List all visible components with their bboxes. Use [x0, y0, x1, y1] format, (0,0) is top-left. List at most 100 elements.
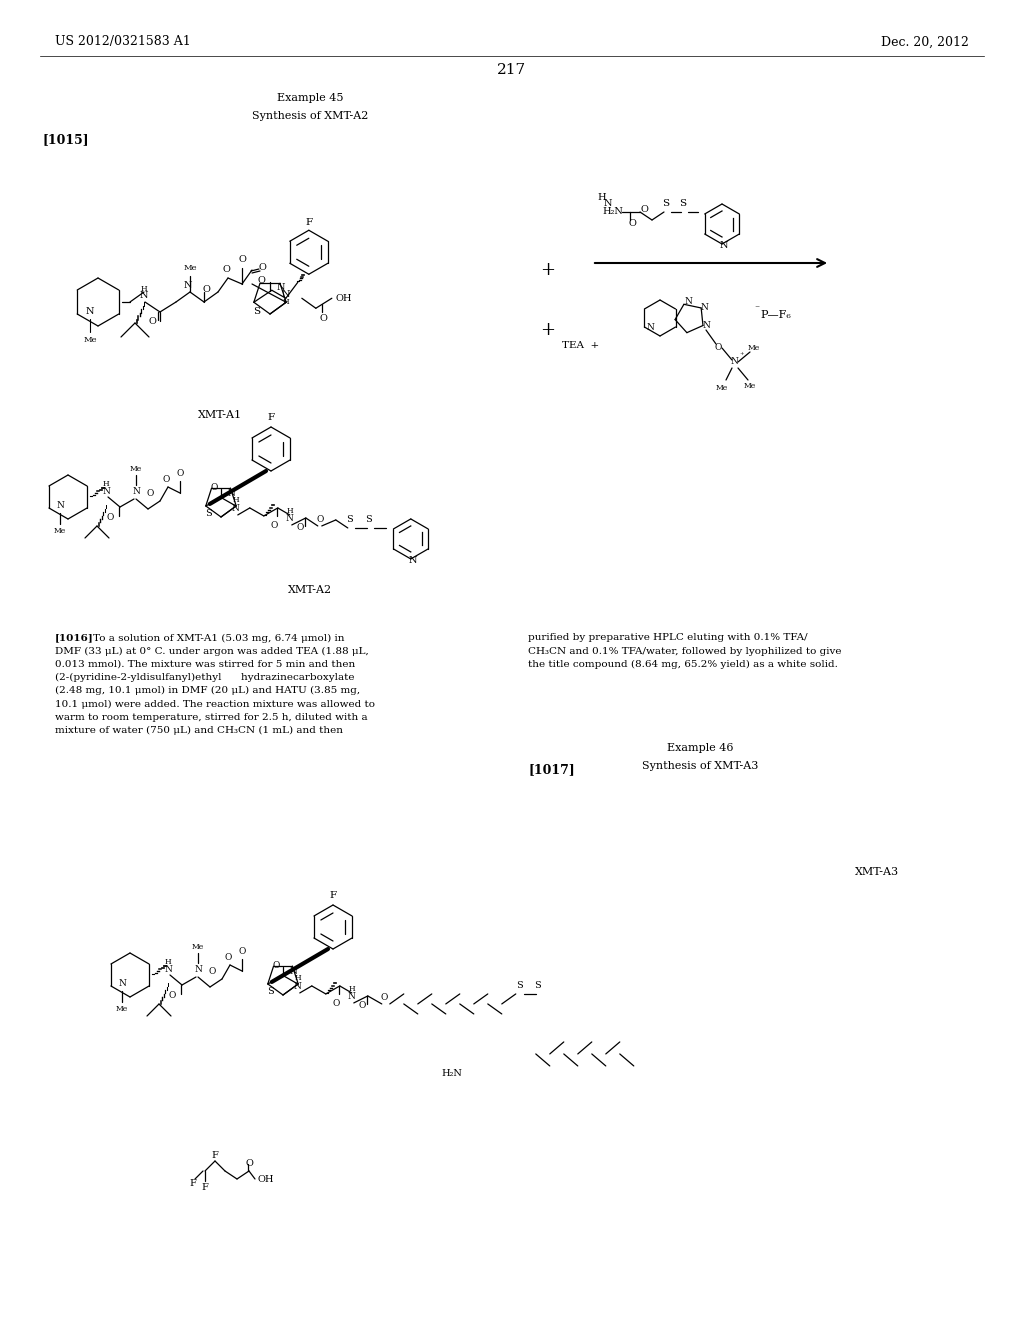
Text: O: O — [258, 264, 266, 272]
Text: purified by preparative HPLC eluting with 0.1% TFA/: purified by preparative HPLC eluting wit… — [528, 634, 808, 643]
Text: N: N — [86, 308, 94, 317]
Text: Synthesis of XMT-A3: Synthesis of XMT-A3 — [642, 762, 758, 771]
Text: [1016]: [1016] — [55, 634, 94, 643]
Text: (2-(pyridine-2-yldisulfanyl)ethyl      hydrazinecarboxylate: (2-(pyridine-2-yldisulfanyl)ethyl hydraz… — [55, 673, 354, 682]
Text: 217: 217 — [498, 63, 526, 77]
Text: N: N — [730, 358, 738, 367]
Text: Me: Me — [130, 465, 142, 473]
Text: N: N — [132, 487, 140, 495]
Text: O: O — [106, 512, 114, 521]
Text: CH₃CN and 0.1% TFA/water, followed by lyophilized to give: CH₃CN and 0.1% TFA/water, followed by ly… — [528, 647, 842, 656]
Text: H: H — [598, 194, 606, 202]
Text: ⁺: ⁺ — [739, 352, 744, 360]
Text: F: F — [267, 412, 274, 421]
Text: O: O — [319, 314, 328, 323]
Text: N: N — [118, 979, 126, 989]
Text: To a solution of XMT-A1 (5.03 mg, 6.74 μmol) in: To a solution of XMT-A1 (5.03 mg, 6.74 μ… — [93, 634, 344, 643]
Text: Me: Me — [748, 345, 760, 352]
Text: the title compound (8.64 mg, 65.2% yield) as a white solid.: the title compound (8.64 mg, 65.2% yield… — [528, 660, 838, 669]
Text: S: S — [516, 982, 523, 990]
Text: Synthesis of XMT-A2: Synthesis of XMT-A2 — [252, 111, 369, 121]
Text: F: F — [330, 891, 337, 899]
Text: warm to room temperature, stirred for 2.5 h, diluted with a: warm to room temperature, stirred for 2.… — [55, 713, 368, 722]
Text: H: H — [348, 985, 355, 993]
Text: +: + — [541, 321, 555, 339]
Text: H₂N: H₂N — [602, 207, 623, 216]
Text: O: O — [146, 488, 154, 498]
Text: O: O — [210, 483, 217, 492]
Text: O: O — [148, 318, 156, 326]
Text: +: + — [541, 261, 555, 279]
Text: N: N — [409, 557, 417, 565]
Text: O: O — [258, 276, 266, 285]
Text: XMT-A2: XMT-A2 — [288, 585, 332, 595]
Text: N: N — [720, 242, 728, 251]
Text: N: N — [102, 487, 110, 495]
Text: F: F — [305, 218, 312, 227]
Text: N: N — [700, 304, 708, 313]
Text: N: N — [604, 199, 612, 209]
Text: N: N — [684, 297, 692, 306]
Text: H₂N: H₂N — [441, 1069, 463, 1078]
Text: H: H — [295, 974, 301, 982]
Text: [1015]: [1015] — [42, 133, 89, 147]
Text: S: S — [663, 199, 670, 209]
Text: H: H — [140, 285, 147, 293]
Text: OH: OH — [257, 1175, 273, 1184]
Text: S: S — [680, 199, 686, 209]
Text: O: O — [168, 990, 176, 999]
Text: O: O — [358, 1002, 366, 1010]
Text: O: O — [270, 521, 278, 531]
Text: S: S — [366, 515, 372, 524]
Text: O: O — [222, 265, 230, 275]
Text: XMT-A1: XMT-A1 — [198, 411, 242, 420]
Text: N: N — [289, 966, 297, 975]
Text: (2.48 mg, 10.1 μmol) in DMF (20 μL) and HATU (3.85 mg,: (2.48 mg, 10.1 μmol) in DMF (20 μL) and … — [55, 686, 360, 696]
Text: O: O — [208, 966, 216, 975]
Text: N: N — [702, 322, 710, 330]
Text: [1017]: [1017] — [528, 763, 574, 776]
Text: XMT-A3: XMT-A3 — [855, 867, 899, 876]
Text: H: H — [165, 958, 171, 966]
Text: F: F — [189, 1179, 197, 1188]
Text: H: H — [102, 480, 110, 488]
Text: O: O — [176, 469, 183, 478]
Text: Me: Me — [54, 527, 67, 535]
Text: H: H — [232, 496, 239, 504]
Text: 0.013 mmol). The mixture was stirred for 5 min and then: 0.013 mmol). The mixture was stirred for… — [55, 660, 355, 669]
Text: Me: Me — [716, 384, 728, 392]
Text: O: O — [224, 953, 231, 961]
Text: O: O — [715, 343, 722, 352]
Text: O: O — [272, 961, 280, 970]
Text: N: N — [282, 290, 290, 298]
Text: O: O — [202, 285, 210, 294]
Text: O: O — [239, 946, 246, 956]
Text: O: O — [628, 219, 636, 227]
Text: N: N — [286, 515, 294, 524]
Text: S: S — [535, 982, 541, 990]
Text: O: O — [163, 474, 170, 483]
Text: US 2012/0321583 A1: US 2012/0321583 A1 — [55, 36, 190, 49]
Text: F: F — [212, 1151, 218, 1159]
Text: O: O — [238, 256, 246, 264]
Text: N: N — [195, 965, 202, 974]
Text: S: S — [206, 510, 212, 519]
Text: 10.1 μmol) were added. The reaction mixture was allowed to: 10.1 μmol) were added. The reaction mixt… — [55, 700, 375, 709]
Text: O: O — [296, 524, 303, 532]
Text: O: O — [332, 999, 340, 1008]
Text: Me: Me — [183, 264, 197, 272]
Text: Me: Me — [83, 337, 96, 345]
Text: ⁻: ⁻ — [755, 305, 760, 314]
Text: F: F — [202, 1183, 209, 1192]
Text: Example 45: Example 45 — [276, 92, 343, 103]
Text: O: O — [380, 994, 387, 1002]
Text: S: S — [267, 987, 274, 997]
Text: P—F₆: P—F₆ — [760, 310, 791, 319]
Text: N: N — [227, 488, 234, 498]
Text: N: N — [56, 502, 63, 511]
Text: Me: Me — [743, 381, 756, 389]
Text: mixture of water (750 μL) and CH₃CN (1 mL) and then: mixture of water (750 μL) and CH₃CN (1 m… — [55, 726, 343, 735]
Text: N: N — [164, 965, 172, 974]
Text: OH: OH — [336, 294, 352, 302]
Text: H: H — [283, 298, 289, 306]
